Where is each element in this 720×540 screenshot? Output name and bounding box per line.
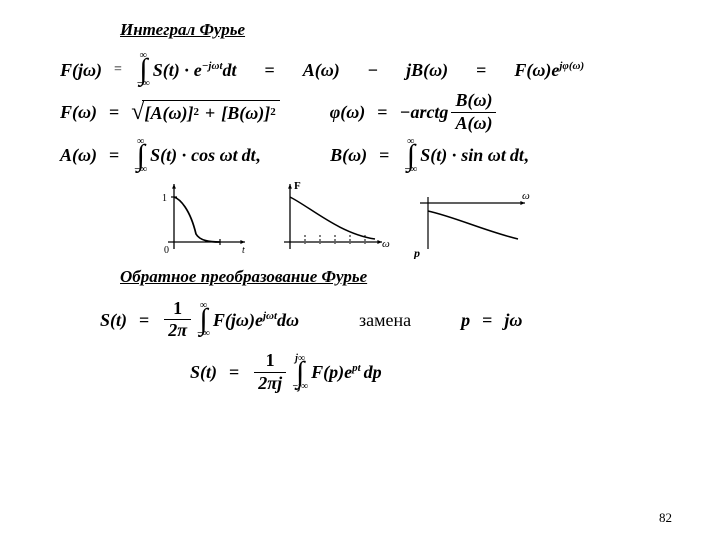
integral-inv2: j∞ ∫ −j∞ bbox=[292, 355, 308, 390]
svg-text:1: 1 bbox=[162, 193, 167, 204]
chart-F-omega: Fω bbox=[270, 179, 390, 259]
sqrt: √ [A(ω)]2 + [B(ω)]2 bbox=[131, 100, 279, 124]
chart-time-domain: 1 0 t bbox=[150, 179, 250, 259]
dot: · bbox=[180, 61, 194, 79]
Fw2: F(ω) bbox=[60, 103, 97, 121]
e-neg-jwt: e−jωt bbox=[194, 61, 223, 79]
Aw: A(ω) bbox=[303, 61, 340, 79]
jBw: jB(ω) bbox=[406, 61, 448, 79]
svg-text:p: p bbox=[413, 246, 420, 259]
integral-A: ∞ ∫ −∞ bbox=[134, 138, 147, 173]
integral-B: ∞ ∫ −∞ bbox=[404, 138, 417, 173]
charts-row: 10t Fω ωp bbox=[150, 179, 680, 259]
svg-text:ω: ω bbox=[382, 238, 390, 250]
page-number: 82 bbox=[659, 510, 672, 526]
zamena: замена bbox=[359, 311, 411, 329]
eq-fourier-integral: F(jω) = ∞ ∫ −∞ S(t) · e−jωt dt = A(ω) − … bbox=[60, 52, 680, 87]
integral-inv1: ∞ ∫ −∞ bbox=[197, 302, 210, 337]
equals-2: = bbox=[265, 61, 275, 79]
St: S(t) bbox=[153, 61, 180, 79]
Fjw: F(jω) bbox=[60, 61, 102, 79]
dt: dt bbox=[223, 61, 237, 79]
eq-inverse-2: S(t) = 1 2πj j∞ ∫ −j∞ F(p) ept dp bbox=[190, 351, 680, 394]
frac-BA: B(ω) A(ω) bbox=[451, 91, 496, 134]
chart-phase-omega: ωp bbox=[410, 189, 530, 259]
integral-1: ∞ ∫ −∞ bbox=[137, 52, 150, 87]
svg-text:F: F bbox=[294, 180, 301, 192]
svg-text:0: 0 bbox=[164, 245, 169, 256]
Fw-exp: F(ω)ejφ(ω) bbox=[514, 61, 584, 79]
svg-text:t: t bbox=[242, 245, 245, 256]
equals: = bbox=[114, 63, 122, 77]
svg-text:ω: ω bbox=[522, 190, 530, 202]
heading-inverse-fourier: Обратное преобразование Фурье bbox=[120, 267, 680, 287]
equals-3: = bbox=[476, 61, 486, 79]
frac-1-2pi: 1 2π bbox=[164, 299, 191, 342]
Aw3: A(ω) bbox=[60, 146, 97, 164]
eq-inverse-1: S(t) = 1 2π ∞ ∫ −∞ F(jω) ejωt dω замена … bbox=[100, 299, 680, 342]
eq-magnitude-phase: F(ω) = √ [A(ω)]2 + [B(ω)]2 φ(ω) = −arctg… bbox=[60, 91, 680, 134]
phiw: φ(ω) bbox=[330, 103, 366, 121]
minus: − bbox=[368, 61, 378, 79]
eq-A-B: A(ω) = ∞ ∫ −∞ S(t) · cos ωt dt , B(ω) = … bbox=[60, 138, 680, 173]
heading-fourier-integral: Интеграл Фурье bbox=[120, 20, 680, 40]
frac-1-2pij: 1 2πj bbox=[254, 351, 286, 394]
arctg: −arctg bbox=[400, 103, 449, 121]
Bw3: B(ω) bbox=[330, 146, 367, 164]
